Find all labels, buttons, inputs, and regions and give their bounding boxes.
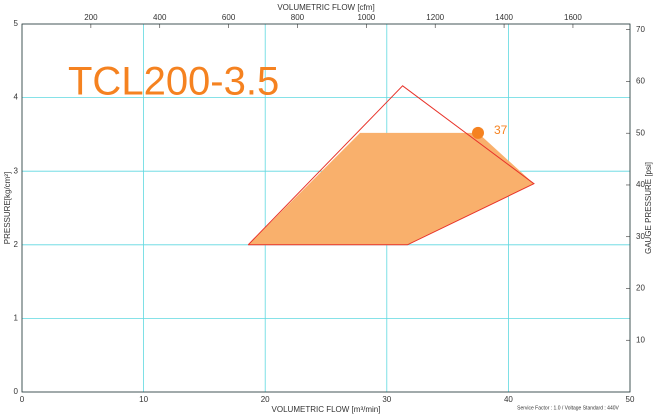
note: Service Factor : 1.0 / Voltage Standard …: [517, 405, 619, 411]
x-axis-label: VOLUMETRIC FLOW [m³/min]: [272, 405, 381, 414]
y-tick-label: 0: [14, 387, 19, 396]
x2-tick-label: 400: [153, 13, 167, 22]
y2-axis-label: GAUGE PRESSURE [psi]: [644, 162, 653, 254]
point-label: 37: [494, 123, 508, 137]
y2-tick-label: 40: [636, 180, 645, 189]
y-axis-label: PRESSURE[kg/cm²]: [3, 172, 12, 244]
x-tick-label: 10: [139, 395, 148, 404]
y2-tick-label: 10: [636, 335, 645, 344]
x-tick-label: 30: [382, 395, 391, 404]
x2-tick-label: 1200: [426, 13, 444, 22]
y-tick-label: 3: [14, 166, 19, 175]
envelope-outline: [247, 85, 535, 246]
y-tick-label: 1: [14, 314, 19, 323]
chart-title: TCL200-3.5: [68, 60, 279, 104]
y2-tick-label: 70: [636, 25, 645, 34]
y2-tick-label: 30: [636, 232, 645, 241]
y2-tick-label: 20: [636, 284, 645, 293]
y2-tick-label: 60: [636, 77, 645, 86]
x2-tick-label: 1000: [357, 13, 375, 22]
y2-tick-label: 50: [636, 128, 645, 137]
x2-axis-label: VOLUMETRIC FLOW [cfm]: [277, 3, 374, 12]
y-tick-label: 5: [14, 19, 19, 28]
x-tick-label: 20: [261, 395, 270, 404]
x-tick-label: 40: [504, 395, 513, 404]
x2-tick-label: 1600: [564, 13, 582, 22]
x2-tick-label: 800: [291, 13, 305, 22]
x-tick-label: 50: [626, 395, 635, 404]
x2-tick-label: 600: [222, 13, 236, 22]
envelope-fill: [248, 132, 534, 245]
x2-tick-label: 200: [84, 13, 98, 22]
operating-point: [472, 126, 484, 139]
y-tick-label: 2: [14, 240, 19, 249]
y-tick-label: 4: [14, 93, 19, 102]
x2-tick-label: 1400: [495, 13, 513, 22]
x-tick-label: 0: [20, 395, 25, 404]
plot-frame: [21, 23, 631, 393]
